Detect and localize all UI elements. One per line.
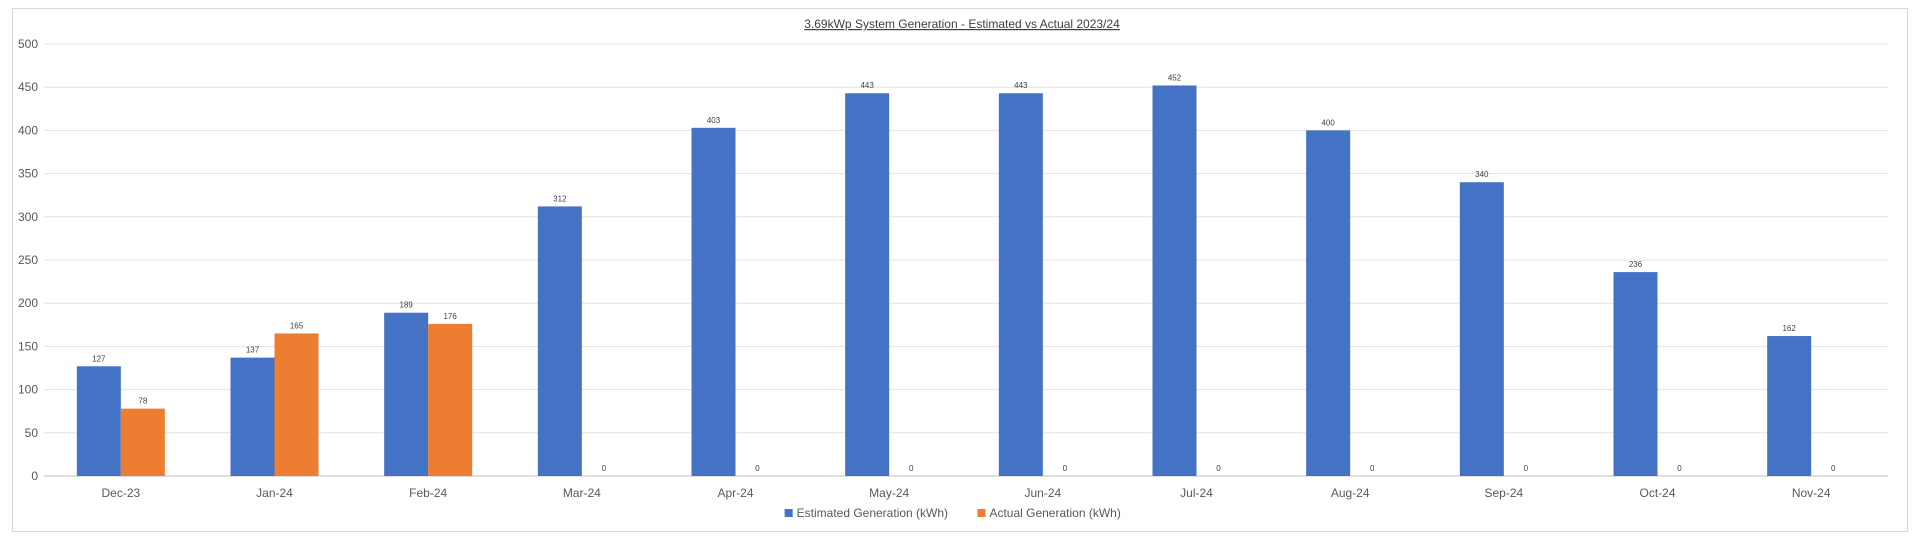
data-label: 0: [1370, 464, 1375, 473]
y-tick-label: 500: [18, 37, 38, 51]
data-label: 236: [1629, 260, 1643, 269]
bar: [230, 357, 275, 476]
bar: [998, 93, 1043, 477]
bar: [1613, 272, 1658, 476]
data-label: 0: [755, 464, 760, 473]
data-label: 403: [707, 116, 721, 125]
data-label: 443: [1014, 81, 1028, 90]
data-label: 137: [246, 346, 260, 355]
bar: [1459, 182, 1504, 477]
legend-swatch: [977, 509, 986, 517]
bar: [428, 323, 473, 476]
data-label: 176: [443, 312, 457, 321]
y-axis-ticks: 0 50 100 150 200 250 300 350 400 450 500: [18, 37, 38, 483]
bar: [1767, 336, 1812, 476]
data-label: 400: [1321, 118, 1335, 127]
bars: [76, 85, 1812, 477]
x-axis-ticks: Dec-23 Jan-24 Feb-24 Mar-24 Apr-24 May-24 Jun-…: [101, 486, 1830, 500]
legend-entry: Actual Generation (kWh): [989, 506, 1120, 520]
bar: [691, 127, 736, 477]
y-tick-label: 350: [18, 167, 38, 181]
x-tick-label: Nov-24: [1792, 486, 1831, 500]
x-tick-label: Mar-24: [563, 486, 601, 500]
x-tick-label: Apr-24: [717, 486, 753, 500]
legend: Estimated Generation (kWh) Actual Generat…: [784, 506, 1121, 520]
x-tick-label: Feb-24: [409, 486, 447, 500]
data-label: 0: [1063, 464, 1068, 473]
bar: [384, 312, 429, 476]
x-tick-label: Oct-24: [1639, 486, 1675, 500]
y-tick-label: 150: [18, 339, 38, 353]
bar: [1306, 130, 1351, 476]
chart-frame: [12, 8, 1908, 532]
data-label: 340: [1475, 170, 1489, 179]
chart-title: 3.69kWp System Generation - Estimated vs…: [804, 17, 1120, 31]
bar: [537, 206, 582, 476]
y-tick-label: 400: [18, 123, 38, 137]
data-label: 0: [909, 464, 914, 473]
y-tick-label: 100: [18, 383, 38, 397]
data-label: 165: [290, 321, 304, 330]
y-tick-label: 300: [18, 210, 38, 224]
data-label: 189: [399, 301, 413, 310]
bar: [1152, 85, 1197, 477]
bar: [76, 366, 121, 476]
x-tick-label: Jul-24: [1180, 486, 1213, 500]
data-label: 78: [138, 397, 147, 406]
data-label: 127: [92, 354, 106, 363]
data-label: 443: [860, 81, 874, 90]
bar: [274, 333, 319, 476]
x-tick-label: Aug-24: [1331, 486, 1370, 500]
data-labels: 127 78 137 165 189 176 312 0 403 0 443 0 443 0 452 0 400…: [92, 73, 1836, 473]
y-tick-label: 0: [31, 469, 38, 483]
y-tick-label: 250: [18, 253, 38, 267]
y-tick-label: 200: [18, 296, 38, 310]
data-label: 0: [1831, 464, 1836, 473]
x-tick-label: May-24: [869, 486, 909, 500]
x-tick-label: Sep-24: [1484, 486, 1523, 500]
data-label: 0: [1677, 464, 1682, 473]
bar: [120, 408, 165, 476]
data-label: 162: [1782, 324, 1796, 333]
data-label: 0: [602, 464, 607, 473]
data-label: 0: [1216, 464, 1221, 473]
bar: [845, 93, 890, 477]
x-tick-label: Jun-24: [1024, 486, 1061, 500]
legend-swatch: [784, 509, 793, 517]
data-label: 0: [1524, 464, 1529, 473]
data-label: 312: [553, 194, 567, 203]
y-tick-label: 50: [25, 426, 39, 440]
gridlines: [44, 43, 1888, 477]
y-tick-label: 450: [18, 80, 38, 94]
legend-entry: Estimated Generation (kWh): [797, 506, 948, 520]
x-tick-label: Dec-23: [101, 486, 140, 500]
data-label: 452: [1168, 73, 1182, 82]
x-tick-label: Jan-24: [256, 486, 293, 500]
